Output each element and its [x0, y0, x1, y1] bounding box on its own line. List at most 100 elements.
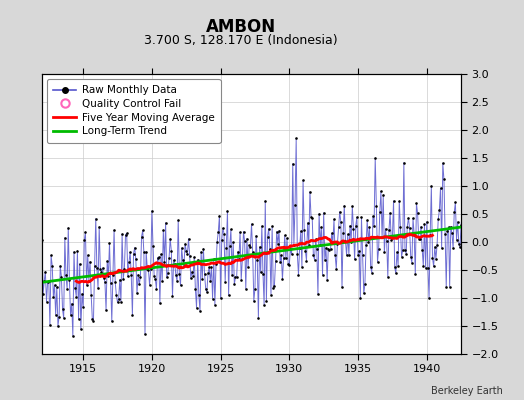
- Point: [150, 273, 158, 279]
- Point: [414, 236, 423, 242]
- Point: [155, 254, 163, 260]
- Point: [422, 218, 431, 225]
- Point: [406, 225, 414, 232]
- Point: [241, 238, 249, 245]
- Point: [81, 229, 90, 235]
- Point: [455, 241, 463, 247]
- Point: [272, 228, 281, 235]
- Point: [397, 254, 406, 260]
- Point: [231, 274, 239, 280]
- Point: [431, 244, 439, 250]
- Point: [342, 252, 351, 258]
- Point: [445, 283, 454, 290]
- Point: [184, 236, 193, 242]
- Point: [265, 226, 273, 232]
- Point: [424, 264, 432, 271]
- Point: [65, 277, 73, 283]
- Point: [336, 219, 345, 226]
- Point: [183, 251, 192, 257]
- Point: [239, 228, 248, 235]
- Point: [113, 299, 122, 306]
- Point: [203, 289, 211, 295]
- Point: [106, 279, 115, 286]
- Point: [303, 220, 312, 226]
- Point: [189, 272, 198, 279]
- Point: [256, 269, 265, 276]
- Point: [435, 207, 443, 214]
- Point: [372, 203, 380, 209]
- Point: [449, 245, 457, 251]
- Point: [196, 308, 204, 314]
- Point: [77, 326, 85, 332]
- Point: [357, 214, 366, 221]
- Point: [319, 272, 327, 278]
- Point: [161, 220, 170, 226]
- Point: [212, 261, 220, 268]
- Point: [334, 224, 343, 230]
- Point: [282, 254, 290, 261]
- Point: [39, 291, 47, 297]
- Point: [291, 202, 299, 208]
- Point: [198, 276, 206, 282]
- Point: [309, 252, 318, 258]
- Point: [298, 264, 306, 270]
- Point: [361, 281, 369, 288]
- Point: [401, 247, 409, 253]
- Point: [128, 312, 137, 318]
- Point: [162, 274, 171, 281]
- Point: [156, 300, 164, 306]
- Point: [438, 245, 446, 252]
- Point: [214, 228, 223, 235]
- Point: [89, 318, 97, 324]
- Point: [328, 230, 336, 236]
- Point: [278, 276, 287, 282]
- Point: [288, 251, 296, 258]
- Point: [379, 192, 387, 198]
- Point: [79, 304, 88, 310]
- Point: [58, 306, 67, 312]
- Point: [182, 248, 190, 254]
- Point: [172, 272, 180, 279]
- Point: [331, 252, 340, 259]
- Point: [354, 252, 362, 258]
- Point: [101, 279, 109, 285]
- Point: [461, 279, 469, 286]
- Point: [158, 278, 167, 284]
- Point: [373, 259, 381, 265]
- Point: [92, 215, 100, 222]
- Point: [143, 266, 151, 272]
- Point: [180, 262, 188, 269]
- Point: [450, 209, 458, 215]
- Point: [246, 244, 255, 250]
- Point: [440, 176, 448, 182]
- Point: [138, 227, 147, 234]
- Point: [137, 233, 146, 240]
- Point: [311, 236, 320, 242]
- Point: [47, 252, 55, 259]
- Point: [42, 298, 51, 305]
- Point: [126, 249, 134, 255]
- Point: [347, 239, 355, 245]
- Point: [95, 223, 103, 230]
- Point: [213, 238, 221, 245]
- Point: [416, 236, 424, 242]
- Point: [375, 245, 383, 252]
- Point: [427, 183, 435, 189]
- Point: [400, 159, 408, 166]
- Point: [362, 242, 370, 248]
- Point: [290, 242, 298, 248]
- Point: [93, 265, 101, 272]
- Point: [71, 285, 79, 292]
- Point: [341, 238, 350, 244]
- Point: [353, 214, 361, 220]
- Point: [38, 236, 46, 243]
- Point: [224, 292, 233, 299]
- Text: Berkeley Earth: Berkeley Earth: [431, 386, 503, 396]
- Point: [332, 266, 341, 272]
- Point: [323, 277, 331, 283]
- Point: [426, 231, 434, 238]
- Point: [335, 208, 344, 215]
- Point: [413, 210, 422, 216]
- Point: [383, 238, 391, 244]
- Point: [294, 272, 303, 278]
